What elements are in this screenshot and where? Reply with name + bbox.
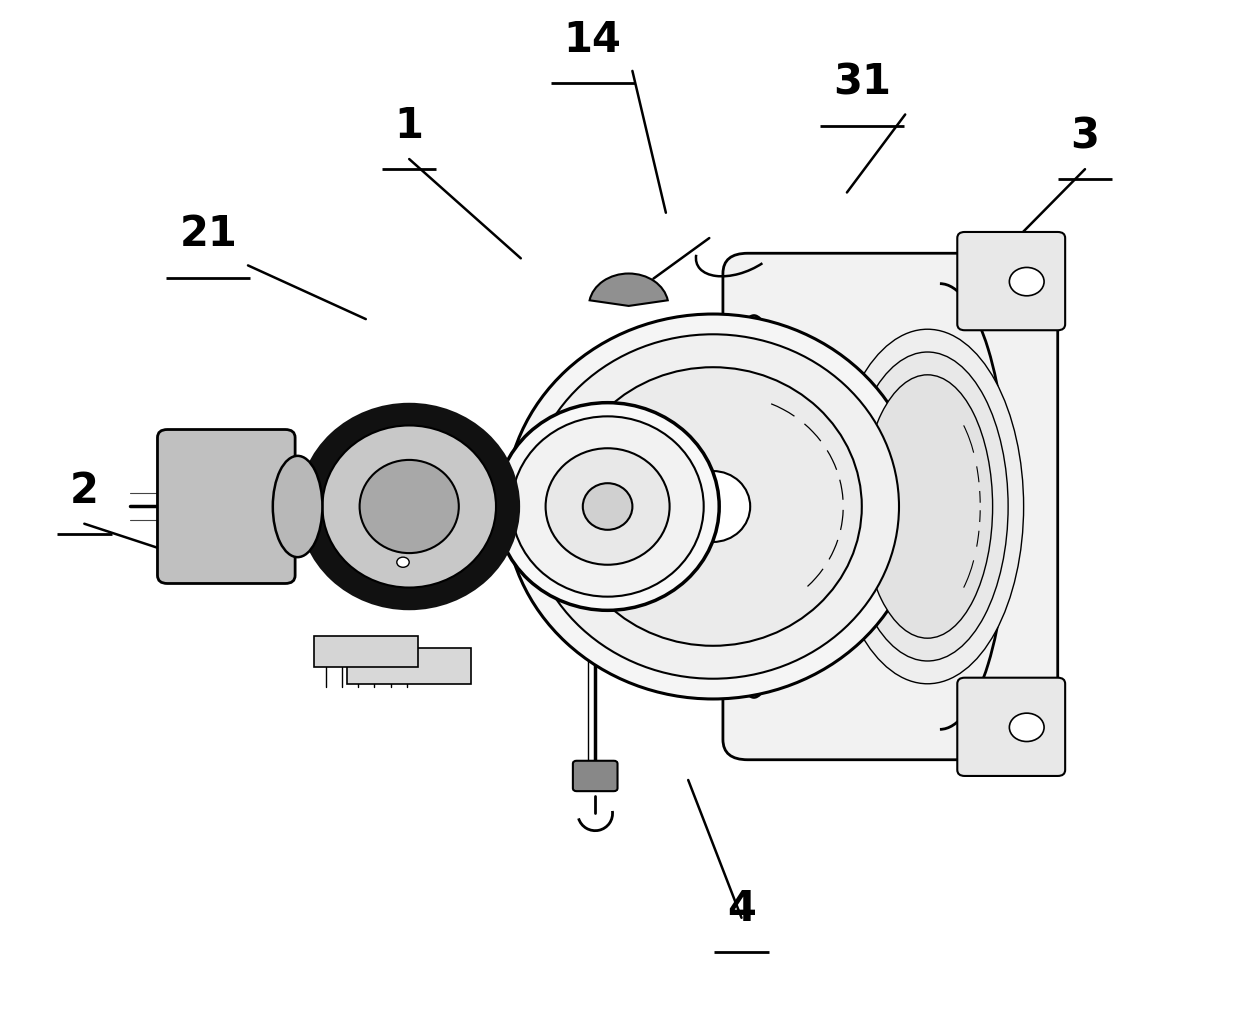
FancyBboxPatch shape: [723, 253, 1058, 760]
Ellipse shape: [847, 352, 1008, 660]
FancyBboxPatch shape: [957, 678, 1065, 776]
Ellipse shape: [527, 334, 899, 679]
Ellipse shape: [719, 315, 789, 698]
Ellipse shape: [301, 405, 518, 608]
Ellipse shape: [506, 314, 920, 699]
Ellipse shape: [831, 329, 1024, 684]
Ellipse shape: [322, 425, 496, 588]
Ellipse shape: [863, 375, 992, 638]
Text: 1: 1: [394, 105, 424, 147]
FancyBboxPatch shape: [957, 232, 1065, 330]
Ellipse shape: [496, 402, 719, 610]
Text: 14: 14: [564, 19, 621, 61]
FancyBboxPatch shape: [347, 648, 471, 684]
FancyBboxPatch shape: [314, 636, 418, 667]
FancyBboxPatch shape: [157, 430, 295, 583]
Ellipse shape: [511, 416, 704, 597]
Text: 3: 3: [1070, 115, 1100, 157]
Text: 2: 2: [69, 470, 99, 512]
Text: 31: 31: [833, 62, 890, 103]
FancyBboxPatch shape: [573, 761, 618, 791]
Circle shape: [1009, 713, 1044, 742]
Circle shape: [1009, 267, 1044, 296]
Ellipse shape: [732, 378, 776, 634]
Circle shape: [397, 557, 409, 567]
Ellipse shape: [676, 471, 750, 542]
Ellipse shape: [546, 448, 670, 565]
Ellipse shape: [273, 456, 322, 557]
Ellipse shape: [583, 483, 632, 530]
Ellipse shape: [564, 367, 862, 646]
Text: 21: 21: [180, 214, 237, 255]
Wedge shape: [589, 274, 668, 306]
Ellipse shape: [360, 460, 459, 553]
Text: 4: 4: [727, 888, 756, 930]
